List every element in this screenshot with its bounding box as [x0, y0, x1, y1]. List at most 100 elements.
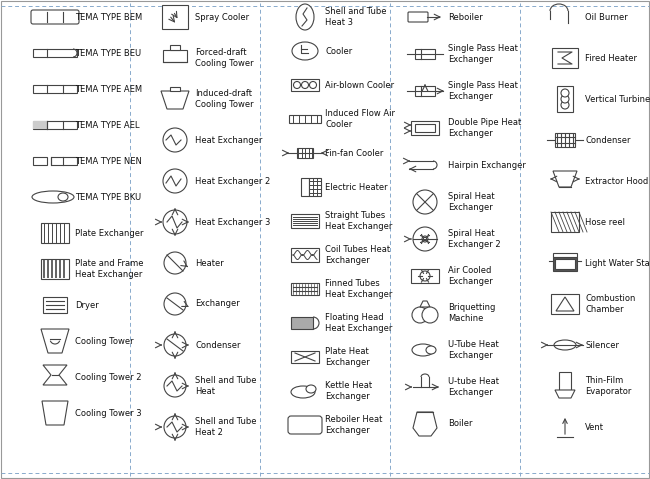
- Ellipse shape: [58, 193, 68, 201]
- Bar: [41, 259, 69, 279]
- Bar: [170, 45, 180, 50]
- FancyBboxPatch shape: [31, 10, 79, 24]
- Bar: [415, 49, 435, 59]
- Text: Plate Heat
Exchanger: Plate Heat Exchanger: [325, 347, 370, 367]
- Bar: [33, 157, 47, 165]
- Polygon shape: [555, 390, 575, 398]
- Circle shape: [561, 95, 569, 103]
- Circle shape: [164, 252, 186, 274]
- Text: Cooler: Cooler: [325, 46, 352, 56]
- Bar: [552, 48, 578, 68]
- Text: Cooling Tower 3: Cooling Tower 3: [75, 409, 142, 418]
- Text: Hose reel: Hose reel: [585, 217, 625, 227]
- Circle shape: [302, 81, 309, 89]
- Text: Cooling Tower: Cooling Tower: [75, 337, 134, 345]
- Bar: [291, 351, 319, 363]
- Bar: [301, 178, 309, 196]
- Ellipse shape: [306, 385, 316, 393]
- Bar: [33, 49, 77, 57]
- Circle shape: [422, 307, 438, 323]
- Text: Combustion
Chamber: Combustion Chamber: [585, 294, 636, 314]
- Text: Heat Exchanger 2: Heat Exchanger 2: [195, 176, 270, 185]
- Text: Heater: Heater: [195, 259, 224, 267]
- Ellipse shape: [554, 340, 576, 350]
- Text: Cooling Tower 2: Cooling Tower 2: [75, 373, 142, 381]
- Text: Induced-draft
Cooling Tower: Induced-draft Cooling Tower: [195, 89, 254, 109]
- Polygon shape: [553, 171, 577, 187]
- Bar: [51, 157, 77, 165]
- Text: Finned Tubes
Heat Exchanger: Finned Tubes Heat Exchanger: [325, 279, 393, 299]
- Text: Straight Tubes
Heat Exchanger: Straight Tubes Heat Exchanger: [325, 211, 393, 231]
- Polygon shape: [556, 297, 574, 311]
- Bar: [291, 317, 313, 329]
- Bar: [33, 121, 77, 129]
- Circle shape: [309, 81, 317, 89]
- Bar: [291, 79, 319, 91]
- Bar: [51, 260, 53, 278]
- Bar: [557, 86, 573, 112]
- Circle shape: [164, 416, 186, 438]
- Bar: [411, 269, 439, 283]
- Ellipse shape: [296, 4, 314, 30]
- Text: U-tube Heat
Exchanger: U-tube Heat Exchanger: [448, 377, 499, 397]
- Bar: [553, 253, 577, 257]
- Ellipse shape: [426, 346, 436, 354]
- Text: Hairpin Exchanger: Hairpin Exchanger: [448, 160, 526, 170]
- Bar: [411, 121, 439, 135]
- Text: Exchanger: Exchanger: [195, 299, 240, 308]
- Bar: [33, 85, 77, 93]
- Text: Condenser: Condenser: [585, 136, 630, 145]
- Text: Air Cooled
Exchanger: Air Cooled Exchanger: [448, 266, 493, 285]
- Bar: [47, 260, 49, 278]
- Text: Briquetting
Machine: Briquetting Machine: [448, 303, 495, 323]
- Bar: [415, 124, 435, 132]
- Text: TEMA TYPE BEM: TEMA TYPE BEM: [75, 12, 142, 22]
- Text: Vertical Turbine: Vertical Turbine: [585, 94, 650, 103]
- Ellipse shape: [412, 344, 434, 356]
- Text: Spiral Heat
Exchanger: Spiral Heat Exchanger: [448, 192, 495, 212]
- Bar: [415, 86, 435, 96]
- Text: Spray Cooler: Spray Cooler: [195, 12, 249, 22]
- Text: Floating Head
Heat Exchanger: Floating Head Heat Exchanger: [325, 313, 393, 333]
- Polygon shape: [161, 91, 189, 109]
- Bar: [309, 178, 321, 196]
- Bar: [551, 212, 579, 232]
- Circle shape: [412, 307, 428, 323]
- Text: TEMA TYPE NEN: TEMA TYPE NEN: [75, 157, 142, 166]
- Bar: [551, 294, 579, 314]
- Text: Light Water Station: Light Water Station: [585, 259, 650, 267]
- Text: Silencer: Silencer: [585, 341, 619, 350]
- Ellipse shape: [32, 191, 74, 203]
- Text: U-Tube Heat
Exchanger: U-Tube Heat Exchanger: [448, 340, 499, 360]
- Text: Fin-fan Cooler: Fin-fan Cooler: [325, 148, 384, 158]
- Text: Heat Exchanger 3: Heat Exchanger 3: [195, 217, 270, 227]
- Circle shape: [164, 334, 186, 356]
- Polygon shape: [413, 412, 437, 436]
- Bar: [291, 214, 319, 228]
- Text: Coil Tubes Heat
Exchanger: Coil Tubes Heat Exchanger: [325, 245, 390, 265]
- Text: Reboiler: Reboiler: [448, 12, 483, 22]
- Text: Shell and Tube
Heat 3: Shell and Tube Heat 3: [325, 7, 387, 27]
- Text: Single Pass Heat
Exchanger: Single Pass Heat Exchanger: [448, 81, 518, 101]
- Text: Dryer: Dryer: [75, 300, 99, 309]
- Polygon shape: [420, 301, 430, 307]
- Circle shape: [163, 128, 187, 152]
- Text: TEMA TYPE BEU: TEMA TYPE BEU: [75, 48, 141, 57]
- Ellipse shape: [292, 42, 318, 60]
- Text: Vent: Vent: [585, 422, 604, 432]
- Text: Air-blown Cooler: Air-blown Cooler: [325, 80, 394, 90]
- Text: Condenser: Condenser: [195, 341, 240, 350]
- Text: Electric Heater: Electric Heater: [325, 182, 387, 192]
- Text: Plate and Frame
Heat Exchanger: Plate and Frame Heat Exchanger: [75, 259, 144, 279]
- Ellipse shape: [291, 386, 315, 398]
- Bar: [55, 260, 57, 278]
- Bar: [162, 5, 188, 29]
- Text: Boiler: Boiler: [448, 420, 473, 429]
- Bar: [33, 121, 47, 129]
- Text: Plate Exchanger: Plate Exchanger: [75, 228, 144, 238]
- Bar: [555, 259, 575, 269]
- Text: TEMA TYPE BKU: TEMA TYPE BKU: [75, 193, 141, 202]
- Circle shape: [420, 271, 430, 281]
- Bar: [43, 297, 67, 313]
- Circle shape: [294, 81, 300, 89]
